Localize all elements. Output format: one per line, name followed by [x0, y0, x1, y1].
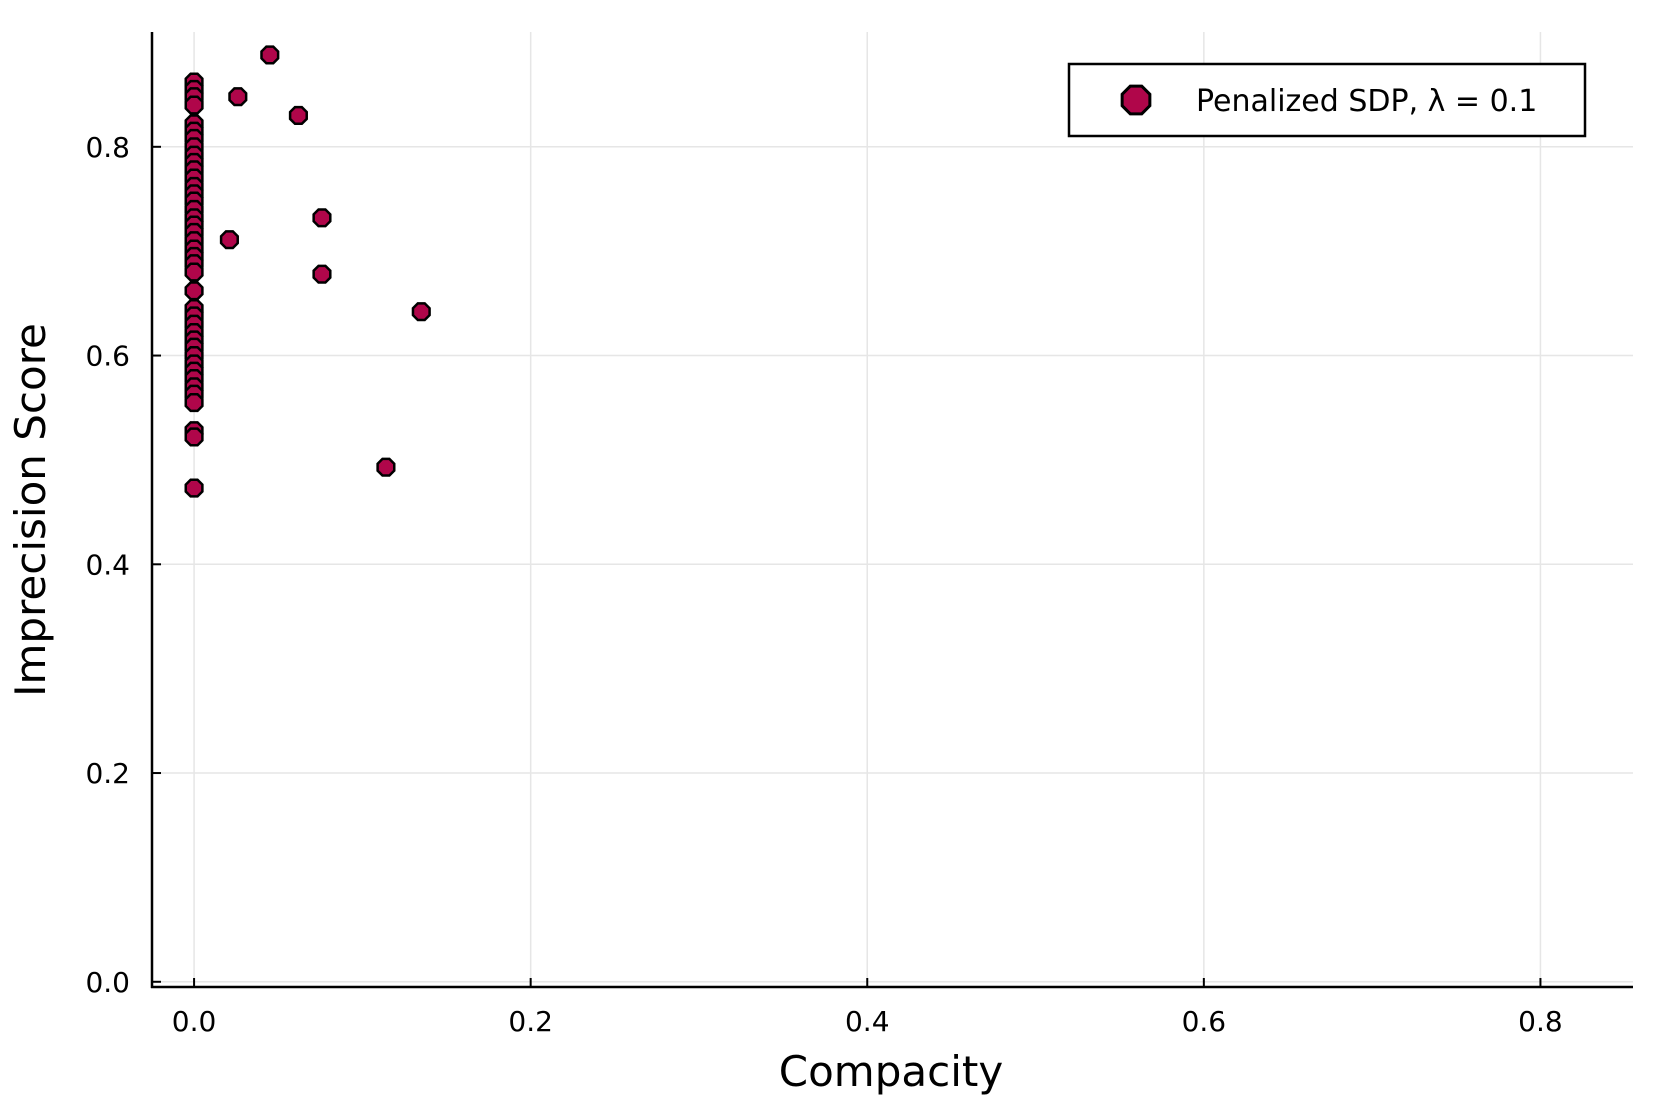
- data-point: [312, 208, 332, 228]
- data-point: [184, 427, 204, 447]
- tick-marks: 0.0 0.2 0.4 0.6 0.8 0.0 0.2 0.4 0.6 0.8: [85, 131, 1562, 1038]
- data-point: [184, 392, 204, 413]
- data-point: [184, 478, 204, 498]
- x-tick-label-2: 0.4: [845, 1005, 890, 1038]
- data-point: [260, 45, 280, 65]
- data-point: [288, 105, 308, 126]
- y-axis-title: Imprecision Score: [6, 323, 55, 697]
- data-point: [376, 457, 396, 477]
- legend-marker: [1120, 84, 1152, 116]
- y-tick-label-0: 0.0: [85, 966, 130, 999]
- data-point: [312, 264, 332, 284]
- y-tick-label-2: 0.4: [85, 548, 130, 581]
- data-point: [411, 302, 431, 322]
- data-point: [228, 87, 248, 107]
- x-tick-label-4: 0.8: [1518, 1005, 1563, 1038]
- y-tick-label-1: 0.2: [85, 757, 130, 790]
- data-point: [184, 95, 204, 115]
- x-tick-label-3: 0.6: [1182, 1005, 1227, 1038]
- legend: Penalized SDP, λ = 0.1: [1067, 62, 1587, 138]
- grid-lines: [152, 32, 1633, 987]
- data-points: [184, 45, 431, 498]
- data-point: [184, 262, 204, 282]
- legend-label: Penalized SDP, λ = 0.1: [1196, 84, 1537, 119]
- axes: [150, 32, 1633, 989]
- y-tick-label-4: 0.8: [85, 131, 130, 164]
- x-axis-title: Compacity: [779, 1047, 1003, 1096]
- data-point: [184, 281, 204, 301]
- data-point: [219, 230, 239, 250]
- legend-box: [1067, 62, 1587, 138]
- x-tick-label-1: 0.2: [508, 1005, 553, 1038]
- x-tick-label-0: 0.0: [172, 1005, 217, 1038]
- y-tick-label-3: 0.6: [85, 340, 130, 373]
